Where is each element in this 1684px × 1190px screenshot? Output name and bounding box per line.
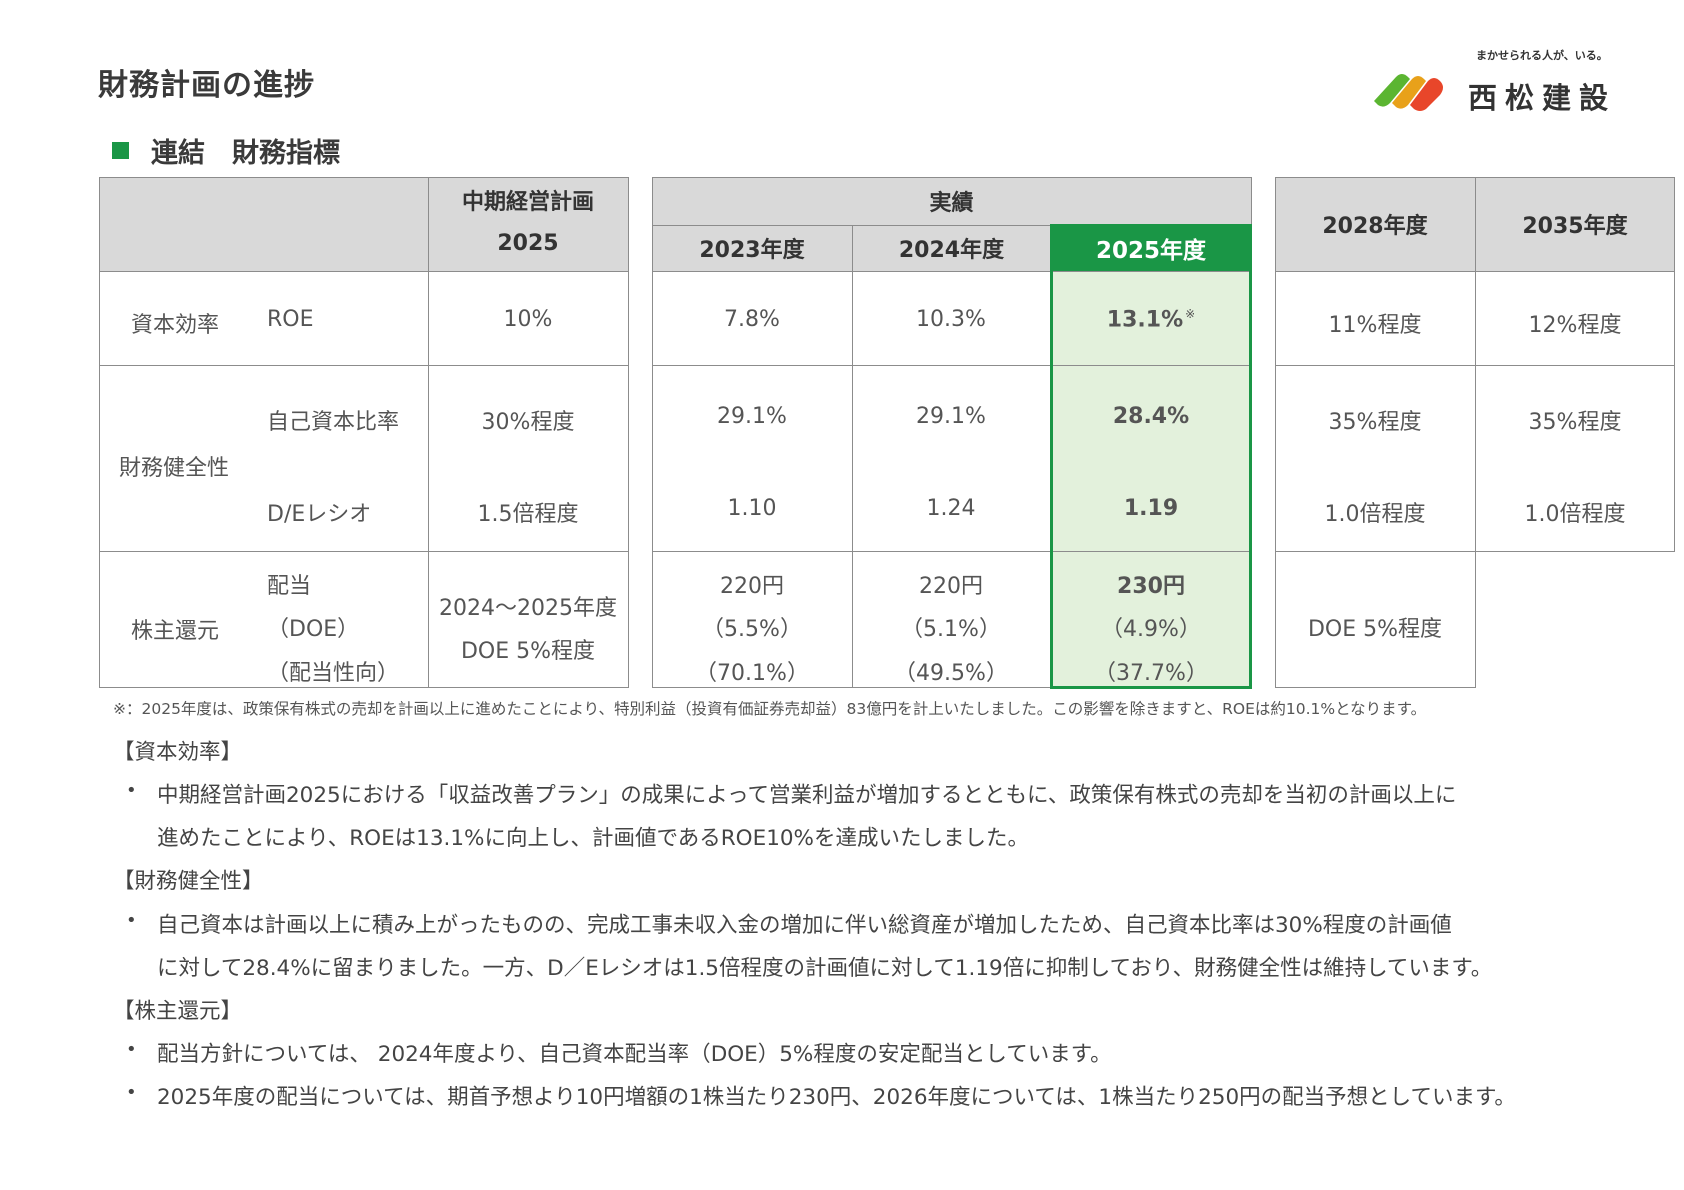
actual-dividend-2024: 220円 [919,574,983,599]
target-roe-2035: 12%程度 [1528,313,1622,338]
row-label-dividend: 配当 [267,574,312,599]
header-plan-line1: 中期経営計画 [461,190,594,215]
actual-roe-2023: 7.8% [724,307,780,332]
header-actual: 実績 [929,191,974,216]
divider [1475,177,1476,688]
header-year-2025: 2025年度 [1051,225,1251,271]
highlight-column-frame [1050,224,1252,689]
soundness-line1: 自己資本は計画以上に積み上がったものの、完成工事未収入金の増加に伴い総資産が増加… [157,913,1452,938]
footnote-mark: ※ [1185,307,1196,321]
header-plan-line2: 2025 [497,231,559,256]
plan-de-ratio: 1.5倍程度 [477,502,579,527]
company-logo: まかせられる人が、いる。 西松建設 [1370,45,1630,125]
heading-soundness: 【財務健全性】 [113,869,264,894]
actual-doe-2025: （4.9%） [1101,617,1201,642]
target-return-2028: DOE 5%程度 [1307,617,1443,642]
logo-mark-icon [1374,74,1443,111]
target-de-2028: 1.0倍程度 [1324,502,1426,527]
divider [652,551,1251,552]
actual-payout-2025: （37.7%） [1094,661,1208,686]
row-label-roe: ROE [267,307,314,332]
divider [1275,365,1675,366]
actual-equity-2023: 29.1% [717,404,787,429]
bullet-icon: • [126,1082,137,1103]
actual-de-2025: 1.19 [1123,496,1179,521]
soundness-line2: に対して28.4%に留まりました。一方、D／Eレシオは1.5倍程度の計画値に対し… [157,956,1493,981]
target-equity-2035: 35%程度 [1528,410,1622,435]
actual-roe-2025: 13.1% ※ [1107,307,1195,332]
divider [428,177,429,688]
return-line1: 配当方針については、 2024年度より、自己資本配当率（DOE）5%程度の安定配… [157,1042,1112,1067]
divider [652,365,1251,366]
row-label-shareholder-return: 株主還元 [131,619,220,644]
actual-dividend-2023: 220円 [720,574,784,599]
target-roe-2028: 11%程度 [1328,313,1422,338]
logo-tagline: まかせられる人が、いる。 [1476,49,1608,62]
header-blank [99,177,628,271]
target-equity-2028: 35%程度 [1328,410,1422,435]
header-year-2028: 2028年度 [1275,177,1475,271]
divider [99,271,629,272]
header-year-2024: 2024年度 [898,238,1005,263]
actual-payout-2023: （70.1%） [695,661,809,686]
page-title: 財務計画の進捗 [98,68,315,103]
divider [1275,271,1675,272]
target-de-2035: 1.0倍程度 [1524,502,1626,527]
green-square-icon [112,142,129,159]
logo-company-name: 西松建設 [1468,81,1617,115]
row-label-equity-ratio: 自己資本比率 [267,410,400,435]
plan-return-doe: DOE 5%程度 [460,639,596,664]
heading-capital-efficiency: 【資本効率】 [113,740,243,765]
actual-equity-2024: 29.1% [916,404,986,429]
section-heading: 連結 財務指標 [112,131,340,170]
highlight-column-bg [1051,271,1251,688]
actual-de-2023: 1.10 [727,496,777,521]
bullet-icon: • [126,780,137,801]
bullet-icon: • [126,1039,137,1060]
plan-equity-ratio: 30%程度 [481,410,575,435]
divider [99,551,629,552]
actual-roe-2024: 10.3% [916,307,986,332]
actual-dividend-2025: 230円 [1117,574,1185,599]
divider [652,271,1251,272]
section-heading-label: 連結 財務指標 [151,138,340,169]
divider [99,365,629,366]
actual-doe-2023: （5.5%） [702,617,802,642]
divider [652,225,1251,226]
header-plan: 中期経営計画 2025 [428,177,628,271]
row-label-capital-efficiency: 資本効率 [131,313,220,338]
divider [852,225,853,688]
plan-return-period: 2024～2025年度 [439,596,617,621]
row-label-doe: （DOE） [267,617,360,642]
actual-equity-2025: 28.4% [1112,404,1190,429]
heading-return: 【株主還元】 [113,999,243,1024]
row-label-de-ratio: D/Eレシオ [267,502,372,527]
row-label-payout: （配当性向） [267,661,400,686]
actual-roe-2025-value: 13.1% [1106,307,1184,333]
divider [1275,551,1276,688]
actual-doe-2024: （5.1%） [901,617,1001,642]
header-year-2035: 2035年度 [1475,177,1675,271]
header-year-2023: 2023年度 [699,238,805,263]
actual-de-2024: 1.24 [926,496,976,521]
divider [1275,687,1476,688]
bullet-icon: • [126,910,137,931]
capital-efficiency-line1: 中期経営計画2025における「収益改善プラン」の成果によって営業利益が増加すると… [157,783,1457,808]
footnote: ※：2025年度は、政策保有株式の売却を計画以上に進めたことにより、特別利益（投… [113,700,1427,718]
capital-efficiency-line2: 進めたことにより、ROEは13.1%に向上し、計画値であるROE10%を達成いた… [157,826,1029,851]
return-line2: 2025年度の配当については、期首予想より10円増額の1株当たり230円、202… [157,1085,1516,1110]
plan-roe: 10% [503,307,553,332]
row-label-soundness: 財務健全性 [119,456,230,481]
table-plan-border [99,177,629,688]
actual-payout-2024: （49.5%） [894,661,1008,686]
